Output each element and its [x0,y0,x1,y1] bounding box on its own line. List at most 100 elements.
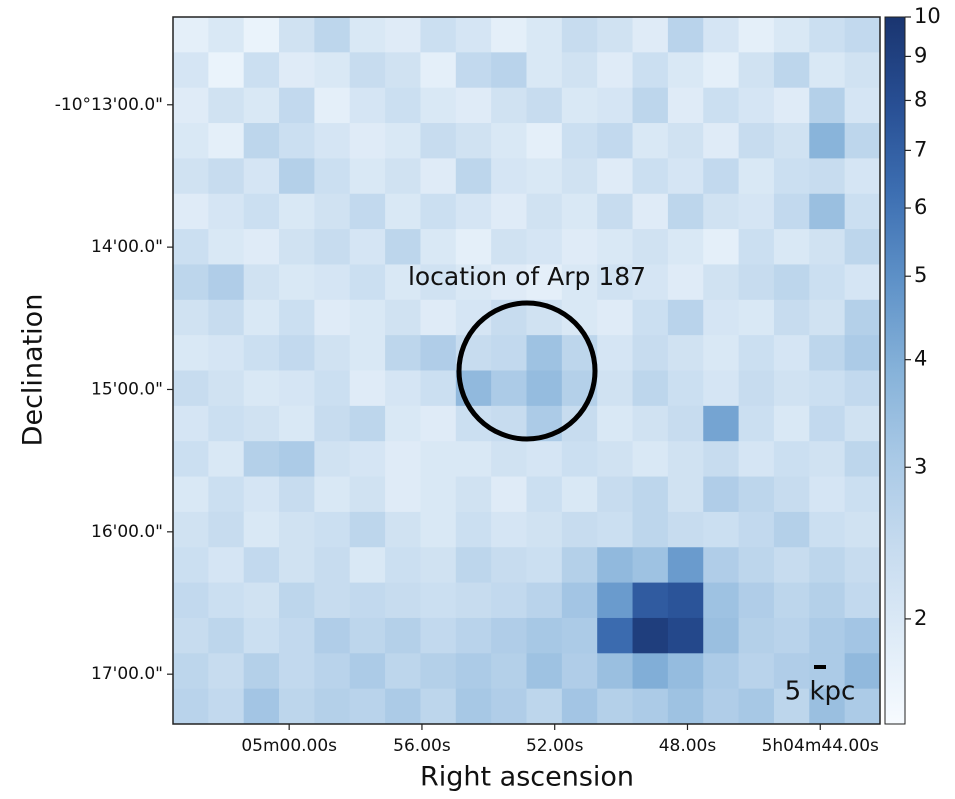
heatmap-cell [773,511,810,548]
heatmap-cell [844,441,881,478]
heatmap-cell [491,264,527,301]
heatmap-cell [809,52,846,89]
heatmap-cell [208,688,245,725]
heatmap-cell [632,617,669,654]
heatmap-cell [667,617,704,654]
y-axis-title: Declination [18,294,49,447]
heatmap-cell [667,335,704,371]
heatmap-cell [703,547,740,584]
heatmap-cell [738,582,775,619]
heatmap-cell [809,547,846,584]
heatmap-cell [349,476,386,513]
heatmap-cell [208,617,245,654]
heatmap-cell [738,511,775,548]
heatmap-cell [526,476,563,513]
heatmap-cell [173,511,209,548]
heatmap-cell [491,547,527,584]
heatmap-cell [667,653,704,690]
heatmap-cell [491,653,527,690]
heatmap-cell [455,511,492,548]
heatmap-cell [809,229,846,265]
heatmap-cell [597,123,634,159]
heatmap-cell [420,299,457,336]
heatmap-cell [703,441,740,478]
heatmap-cell [349,511,386,548]
heatmap-cell [420,17,457,53]
heatmap-cell [561,653,598,690]
heatmap-cell [738,193,775,230]
heatmap-cell [420,370,457,407]
heatmap-cell [243,17,280,53]
heatmap-cell [809,582,846,619]
heatmap-cell [491,582,527,619]
heatmap-cell [173,87,209,124]
heatmap-cell [491,688,527,725]
heatmap-cell [667,229,704,265]
heatmap-cell [773,653,810,690]
heatmap-cell [526,582,563,619]
heatmap-cell [632,17,669,53]
heatmap-cell [844,17,881,53]
heatmap-cell [667,370,704,407]
heatmap-cell [385,547,421,584]
heatmap-cell [561,123,598,159]
heatmap-cell [667,511,704,548]
heatmap-cell [173,17,209,53]
heatmap-cell [455,193,492,230]
heatmap-cell [844,123,881,159]
heatmap-cell [420,511,457,548]
heatmap-cell [173,123,209,159]
heatmap-cell [420,52,457,89]
heatmap-cell [738,441,775,478]
heatmap-cell [667,405,704,442]
heatmap-cell [173,617,209,654]
heatmap-cell [279,158,315,195]
heatmap-cell [349,405,386,442]
scale-label: 5 kpc [785,677,856,707]
heatmap-cell [243,653,280,690]
heatmap-cell [561,688,598,725]
heatmap-cell [491,123,527,159]
heatmap-cell [420,123,457,159]
heatmap-cell [844,299,881,336]
heatmap-cell [349,335,386,371]
heatmap-cell [773,193,810,230]
heatmap-cell [420,193,457,230]
heatmap-cell [385,123,421,159]
heatmap-cell [597,547,634,584]
heatmap-cell [738,335,775,371]
heatmap-cell [455,547,492,584]
heatmap-cell [561,158,598,195]
heatmap-cell [455,229,492,265]
y-tick-label: -10°13'00.0" [55,95,163,115]
heatmap-cell [279,617,315,654]
heatmap-cell [526,123,563,159]
heatmap-cell [632,653,669,690]
heatmap-cell [632,511,669,548]
heatmap-cell [243,87,280,124]
heatmap-cell [243,617,280,654]
heatmap-cell [385,299,421,336]
heatmap-cell [738,158,775,195]
heatmap-cell [314,193,351,230]
heatmap-cell [279,653,315,690]
heatmap-cell [738,405,775,442]
heatmap-cell [667,87,704,124]
heatmap-cell [173,158,209,195]
heatmap-cell [243,547,280,584]
plot-frame [172,16,881,725]
heatmap-cell [703,688,740,725]
heatmap-cell [773,582,810,619]
heatmap-cell [208,299,245,336]
heatmap-cell [420,617,457,654]
heatmap-cell [279,335,315,371]
heatmap-cell [349,17,386,53]
heatmap-cell [632,87,669,124]
heatmap-cell [773,264,810,301]
heatmap-cell [773,441,810,478]
heatmap-cell [738,87,775,124]
heatmap-cell [703,405,740,442]
heatmap-cell [314,476,351,513]
heatmap-cell [491,87,527,124]
heatmap-cell [314,299,351,336]
